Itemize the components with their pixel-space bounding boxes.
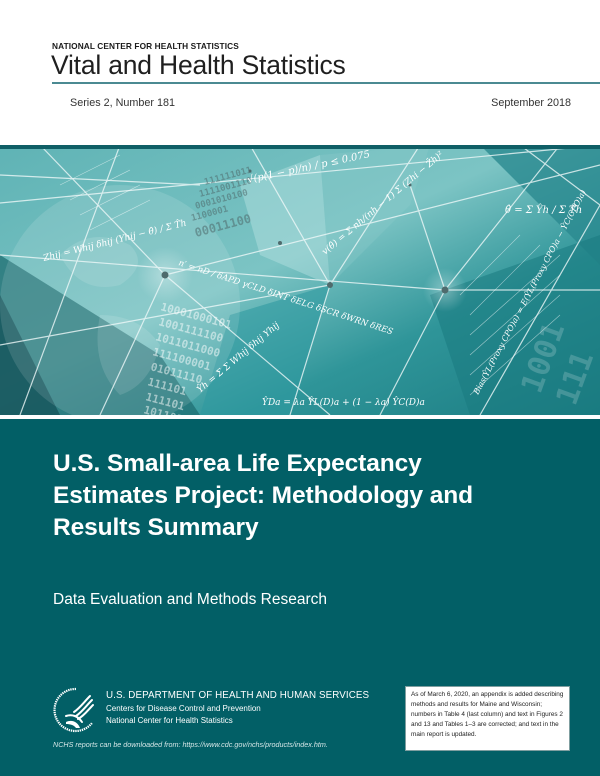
report-title-line-3: Results Summary (53, 514, 259, 541)
nchs-name: National Center for Health Statistics (106, 716, 233, 725)
title-divider (52, 82, 600, 84)
report-title: U.S. Small-area Life Expectancy Estimate… (53, 448, 553, 544)
svg-text:101101: 101101 (142, 403, 184, 415)
hhs-eagle-logo-icon (53, 687, 94, 733)
banner-separator (0, 415, 600, 419)
hhs-department-name: U.S. DEPARTMENT OF HEALTH AND HUMAN SERV… (106, 690, 370, 701)
banner-artwork: 10001000101 1001111100 1011011000 111100… (0, 145, 600, 415)
cover-banner-image: 10001000101 1001111100 1011011000 111100… (0, 145, 600, 415)
svg-text:θ̂ = Σ Ŷh / Σ T̂h: θ̂ = Σ Ŷh / Σ T̂h (505, 204, 582, 216)
svg-text:ŶDa = λa ŶL(D)a + (1 − λa) ŶC(: ŶDa = λa ŶL(D)a + (1 − λa) ŶC(D)a (262, 396, 425, 408)
update-notice: As of March 6, 2020, an appendix is adde… (405, 686, 570, 751)
agency-name: NATIONAL CENTER FOR HEALTH STATISTICS (52, 41, 239, 51)
report-subtitle: Data Evaluation and Methods Research (53, 591, 327, 608)
download-note: NCHS reports can be downloaded from: htt… (53, 740, 328, 749)
publication-date: September 2018 (491, 97, 571, 109)
series-number: Series 2, Number 181 (70, 97, 176, 109)
cdc-name: Centers for Disease Control and Preventi… (106, 704, 261, 713)
report-title-line-1: U.S. Small-area Life Expectancy (53, 450, 422, 477)
series-title: Vital and Health Statistics (51, 50, 346, 80)
report-title-line-2: Estimates Project: Methodology and (53, 482, 473, 509)
